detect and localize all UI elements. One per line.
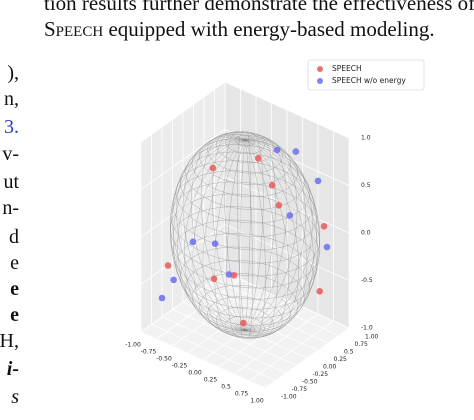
meridian <box>244 136 298 331</box>
small-caps: Speech <box>44 17 104 41</box>
meridian <box>244 139 318 331</box>
meridian <box>202 139 246 335</box>
x-tick-label: 0.5 <box>221 384 231 391</box>
meridian <box>172 139 246 331</box>
y-tick-label: 1.00 <box>365 334 379 341</box>
point <box>210 275 218 283</box>
sphere <box>170 131 320 339</box>
grid-line <box>140 81 350 143</box>
fragment: 3. <box>4 116 19 138</box>
x-tick-label: 1.00 <box>250 398 264 405</box>
fragment: H, <box>0 330 19 352</box>
point <box>158 294 166 302</box>
meridian <box>244 139 320 331</box>
legend-marker <box>317 66 323 72</box>
fragment: i- <box>6 358 19 380</box>
meridian <box>244 139 299 336</box>
text-line: Speech equipped with energy-based modeli… <box>44 17 435 42</box>
fragment: d <box>9 226 19 248</box>
meridian <box>170 139 246 331</box>
meridian <box>212 132 246 331</box>
fragment: n, <box>4 88 19 110</box>
point <box>170 276 177 284</box>
fragment: v- <box>2 143 19 165</box>
meridian <box>176 137 246 331</box>
meridian <box>244 139 290 337</box>
x-tick-label: -0.50 <box>156 356 172 363</box>
y-tick-label: -0.50 <box>302 379 318 386</box>
point <box>268 181 276 189</box>
point <box>209 164 217 172</box>
meridian <box>244 135 288 331</box>
point <box>273 146 281 154</box>
text-line: tion results further demonstrate the eff… <box>44 0 474 15</box>
meridian <box>244 139 253 339</box>
grid-line <box>140 271 350 333</box>
y-tick-label: 0.5 <box>344 349 354 356</box>
meridian <box>170 139 246 331</box>
y-tick-label: -0.25 <box>313 371 329 378</box>
point <box>286 212 294 219</box>
z-tick-label: 0.0 <box>361 230 371 237</box>
y-tick-label: 0.75 <box>355 341 369 348</box>
point <box>292 148 300 155</box>
meridian <box>244 139 314 333</box>
point <box>189 238 197 246</box>
legend-marker <box>317 78 323 84</box>
point <box>320 223 328 230</box>
point <box>275 202 283 209</box>
point <box>230 271 238 279</box>
text: equipped with energy-based modeling. <box>103 17 435 41</box>
point <box>254 154 262 162</box>
z-tick-label: 1.0 <box>361 135 371 142</box>
legend-label: SPEECH <box>332 64 362 73</box>
fragment: e <box>10 252 19 274</box>
meridian <box>182 135 246 331</box>
point <box>240 319 247 327</box>
point <box>211 240 219 247</box>
x-tick-label: 0.00 <box>188 370 202 377</box>
point <box>314 177 322 185</box>
z-tick-label: 0.5 <box>361 182 371 189</box>
meridian <box>244 133 276 331</box>
meridian <box>244 139 278 338</box>
meridian <box>239 139 246 339</box>
x-tick-label: 0.75 <box>235 391 249 398</box>
meridian <box>214 139 246 337</box>
point <box>316 288 324 295</box>
point <box>323 243 331 251</box>
z-tick-label: -0.5 <box>361 277 373 284</box>
meridian <box>191 134 246 331</box>
y-tick-label: -1.00 <box>281 394 297 401</box>
y-tick-label: 0.25 <box>334 356 348 363</box>
point <box>225 271 233 278</box>
z-tick-label: -1.0 <box>361 325 373 332</box>
fragment: n- <box>2 197 19 219</box>
x-tick-label: -0.75 <box>141 349 157 356</box>
y-tick-label: -0.75 <box>292 386 308 393</box>
fragment: e <box>10 304 19 326</box>
fragment: s <box>11 386 19 408</box>
legend-box <box>307 59 425 91</box>
x-tick-label: -0.25 <box>172 363 188 370</box>
x-tick-label: -1.00 <box>125 342 141 349</box>
meridian <box>244 139 320 331</box>
legend-label: SPEECH w/o energy <box>332 76 406 85</box>
fragment: e <box>10 278 19 300</box>
x-tick-label: 0.25 <box>204 377 218 384</box>
fragment: ), <box>7 62 19 84</box>
fragment: ut <box>3 171 19 193</box>
grid-line <box>140 129 350 190</box>
point <box>164 262 172 269</box>
y-tick-label: 0.00 <box>323 364 337 371</box>
meridian <box>237 131 246 331</box>
meridian <box>192 139 246 334</box>
meridian <box>200 133 246 331</box>
meridian <box>244 132 264 331</box>
